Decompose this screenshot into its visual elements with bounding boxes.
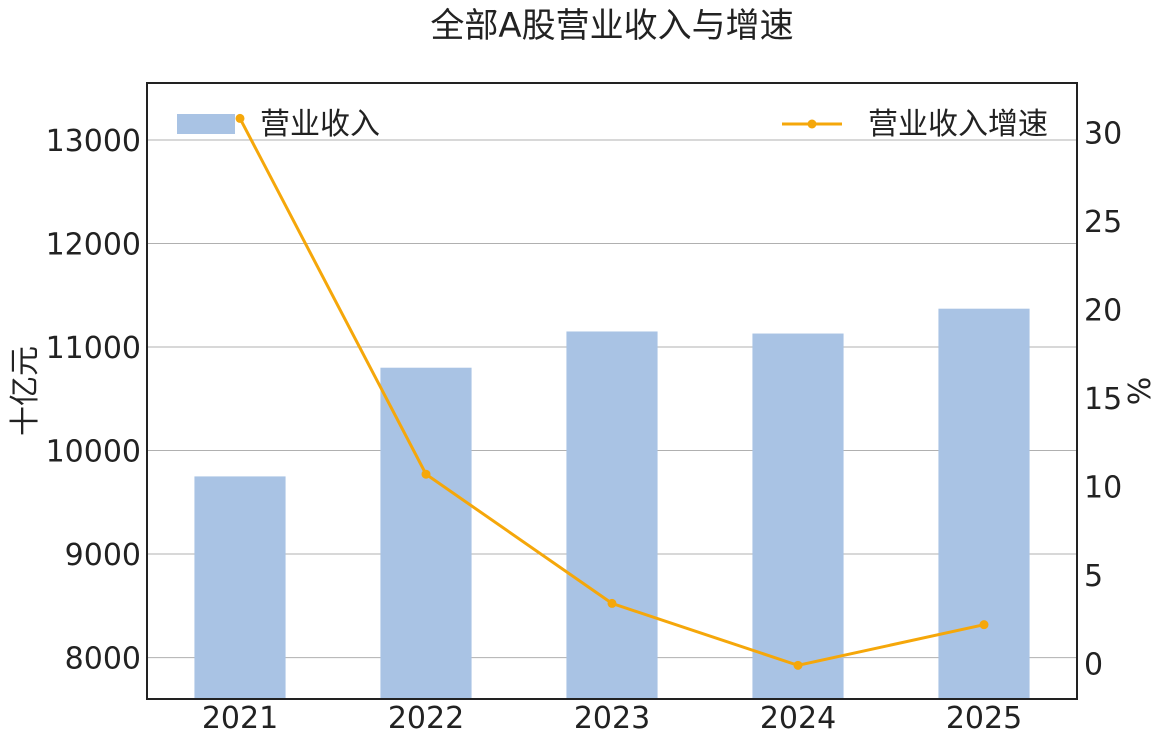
y-tick-label-right: 5 bbox=[1084, 559, 1103, 594]
bar-series bbox=[194, 308, 1030, 699]
line-point bbox=[235, 113, 245, 123]
bar bbox=[938, 308, 1030, 699]
line-point bbox=[979, 620, 989, 630]
legend-line: 营业收入增速 bbox=[782, 107, 1048, 142]
x-axis-ticks: 2021 2022 2023 2024 2025 bbox=[202, 701, 1022, 736]
line-series bbox=[235, 113, 989, 670]
bar bbox=[752, 333, 844, 699]
y-tick-label: 8000 bbox=[65, 642, 141, 677]
y-axis-label-right: % bbox=[1123, 377, 1158, 406]
y-tick-label-right: 30 bbox=[1084, 117, 1122, 152]
y-tick-label: 13000 bbox=[46, 124, 141, 159]
bar bbox=[194, 476, 286, 699]
y-tick-label-right: 0 bbox=[1084, 648, 1103, 683]
y-tick-label: 11000 bbox=[46, 331, 141, 366]
legend-bar-swatch bbox=[177, 114, 235, 134]
line-point bbox=[421, 469, 431, 479]
x-tick-label: 2021 bbox=[202, 701, 278, 736]
y-tick-label-right: 15 bbox=[1084, 382, 1122, 417]
bar bbox=[566, 331, 658, 699]
y-tick-label-right: 20 bbox=[1084, 294, 1122, 329]
x-tick-label: 2022 bbox=[388, 701, 464, 736]
legend-line-label: 营业收入增速 bbox=[868, 107, 1048, 142]
legend-bar-label: 营业收入 bbox=[260, 107, 380, 142]
x-tick-label: 2023 bbox=[574, 701, 650, 736]
bar bbox=[380, 367, 472, 699]
legend-bar: 营业收入 bbox=[177, 107, 380, 142]
left-axis-ticks: 8000 9000 10000 11000 12000 13000 bbox=[46, 124, 141, 677]
y-tick-label-right: 10 bbox=[1084, 471, 1122, 506]
line-point bbox=[793, 660, 803, 670]
y-tick-label: 9000 bbox=[65, 538, 141, 573]
right-axis-ticks: 0 5 10 15 20 25 30 bbox=[1084, 117, 1122, 683]
y-tick-label-right: 25 bbox=[1084, 205, 1122, 240]
line-point bbox=[607, 598, 617, 608]
y-axis-label: 十亿元 bbox=[8, 346, 43, 436]
x-tick-label: 2024 bbox=[760, 701, 836, 736]
y-tick-label: 10000 bbox=[46, 435, 141, 470]
legend-line-marker bbox=[807, 119, 817, 129]
chart-title: 全部A股营业收入与增速 bbox=[430, 6, 793, 46]
x-tick-label: 2025 bbox=[946, 701, 1022, 736]
plot-frame bbox=[146, 82, 1078, 700]
y-tick-label: 12000 bbox=[46, 227, 141, 262]
